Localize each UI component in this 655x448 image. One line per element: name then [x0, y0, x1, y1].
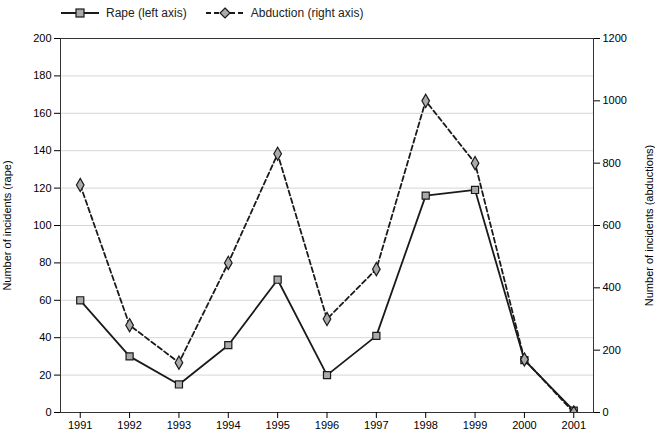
svg-text:0: 0 — [45, 406, 51, 418]
svg-text:1996: 1996 — [315, 419, 339, 431]
svg-text:1992: 1992 — [117, 419, 141, 431]
svg-text:100: 100 — [33, 219, 51, 231]
svg-text:200: 200 — [33, 32, 51, 44]
svg-text:800: 800 — [603, 157, 621, 169]
svg-text:200: 200 — [603, 344, 621, 356]
svg-text:0: 0 — [603, 406, 609, 418]
html-text:Rape (left axis): Rape (left axis) — [106, 6, 187, 20]
svg-text:1995: 1995 — [265, 419, 289, 431]
svg-text:Number of incidents (rape): Number of incidents (rape) — [1, 160, 13, 290]
svg-text:80: 80 — [39, 256, 51, 268]
svg-text:2001: 2001 — [562, 419, 586, 431]
svg-text:140: 140 — [33, 144, 51, 156]
svg-text:1994: 1994 — [216, 419, 240, 431]
svg-text:2000: 2000 — [512, 419, 536, 431]
svg-text:40: 40 — [39, 331, 51, 343]
svg-text:60: 60 — [39, 294, 51, 306]
svg-text:1991: 1991 — [68, 419, 92, 431]
svg-text:1997: 1997 — [364, 419, 388, 431]
svg-text:160: 160 — [33, 107, 51, 119]
svg-text:1999: 1999 — [463, 419, 487, 431]
svg-text:20: 20 — [39, 369, 51, 381]
svg-text:1998: 1998 — [413, 419, 437, 431]
svg-text:400: 400 — [603, 281, 621, 293]
svg-text:1993: 1993 — [167, 419, 191, 431]
svg-text:1200: 1200 — [603, 32, 627, 44]
svg-text:600: 600 — [603, 219, 621, 231]
svg-text:Number of incidents (abduction: Number of incidents (abductions) — [643, 145, 655, 306]
html-text:Abduction (right axis): Abduction (right axis) — [250, 6, 364, 20]
svg-text:120: 120 — [33, 182, 51, 194]
svg-text:1000: 1000 — [603, 94, 627, 106]
svg-text:180: 180 — [33, 69, 51, 81]
